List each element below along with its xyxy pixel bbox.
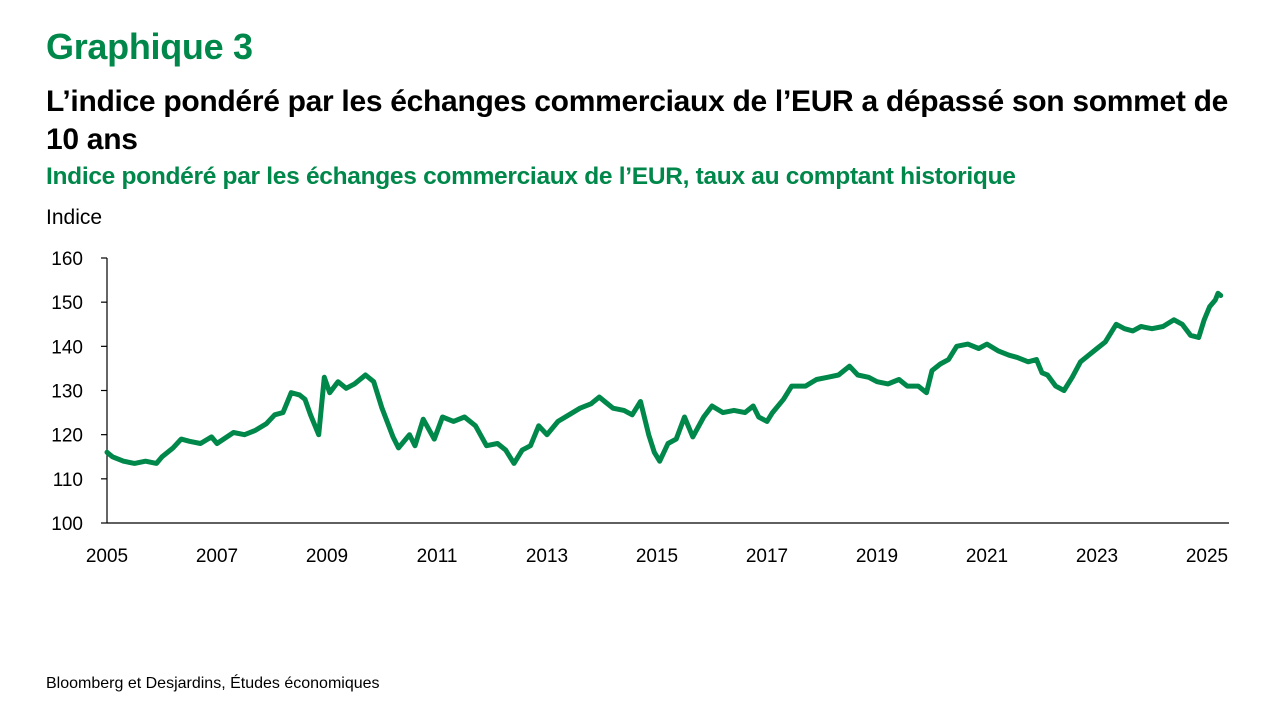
source-note: Bloomberg et Desjardins, Études économiq… [46,675,380,692]
x-tick-label: 2005 [86,546,128,567]
x-tick-label: 2009 [306,546,348,567]
x-tick-label: 2011 [417,546,458,567]
chart-subtitle: Indice pondéré par les échanges commerci… [46,163,1016,190]
series-layer [104,290,1224,466]
x-tick-label: 2015 [636,546,678,567]
chart-title: L’indice pondéré par les échanges commer… [46,85,1229,156]
y-tick-label: 110 [53,470,83,491]
x-axis: 2005 2007 2009 2011 2013 2015 2017 2019 2021 2023… [86,522,1229,567]
chart-kicker: Graphique 3 [46,26,253,67]
y-tick-label: 160 [51,249,83,270]
y-tick-label: 120 [51,426,83,447]
x-tick-label: 2013 [526,546,568,567]
series-line-eur-index [104,290,1224,466]
x-tick-label: 2019 [856,546,898,567]
x-tick-label: 2025 [1186,546,1228,567]
y-axis-unit-label: Indice [46,206,103,229]
y-axis: 100 110 120 130 140 150 160 [51,249,108,535]
x-tick-label: 2007 [196,546,238,567]
x-tick-label: 2023 [1076,546,1118,567]
y-tick-label: 150 [51,293,83,314]
x-tick-label: 2017 [746,546,788,567]
y-tick-label: 100 [51,514,83,535]
y-tick-label: 140 [51,337,83,358]
y-tick-label: 130 [51,382,83,403]
x-tick-label: 2021 [966,546,1008,567]
